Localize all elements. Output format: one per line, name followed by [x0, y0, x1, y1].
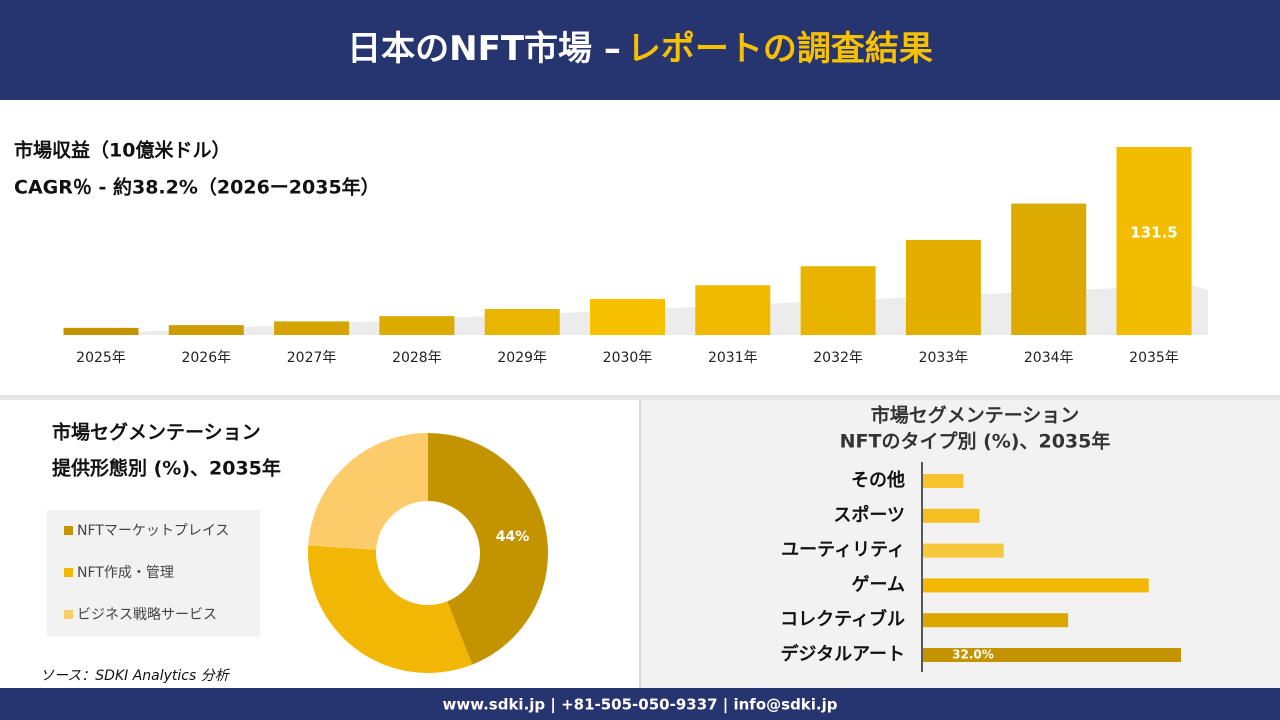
bar	[923, 474, 964, 488]
data-label: 131.5	[1130, 224, 1177, 242]
x-tick-label: 2029年	[497, 350, 547, 366]
chart-title: 市場収益（10億米ドル）	[14, 139, 230, 162]
chart-title: 市場セグメンテーション	[52, 421, 261, 444]
bar	[923, 543, 1004, 558]
donut-slice	[308, 433, 428, 550]
chart-title: 市場セグメンテーション	[871, 404, 1080, 427]
bar	[484, 308, 560, 335]
x-tick-label: 2025年	[76, 350, 126, 366]
header-bar	[0, 0, 1280, 100]
bar	[379, 316, 455, 335]
donut-slice	[308, 545, 473, 674]
bar	[923, 648, 1181, 662]
chart-subtitle: NFTのタイプ別 (%)、2035年	[840, 430, 1111, 453]
x-tick-label: 2030年	[603, 350, 653, 366]
legend-label: NFT作成・管理	[77, 565, 174, 581]
bar	[923, 578, 1149, 593]
bar	[590, 298, 665, 335]
x-tick-label: 2035年	[1129, 350, 1179, 366]
x-tick-label: 2028年	[392, 350, 442, 366]
legend-label: NFTマーケットプレイス	[77, 523, 229, 539]
legend-swatch	[64, 568, 73, 577]
data-label: 32.0%	[952, 648, 994, 662]
header-title: 日本のNFT市場 – レポートの調査結果	[347, 29, 933, 69]
divider	[0, 395, 1280, 400]
title-main: 日本のNFT市場 –	[347, 29, 621, 69]
bar	[923, 508, 980, 523]
bar	[63, 327, 139, 335]
bar	[1116, 147, 1192, 335]
y-tick-label: ユーティリティ	[781, 540, 905, 561]
chart-subtitle: CAGR％ - 約38.2%（2026ー2035年）	[14, 176, 380, 199]
bar	[800, 266, 876, 335]
donut-slice	[428, 433, 549, 665]
data-label: 5	[87, 293, 97, 311]
x-tick-label: 2033年	[919, 350, 969, 366]
bar	[1011, 203, 1087, 335]
legend-label: ビジネス戦略サービス	[77, 607, 217, 623]
panel-divider	[639, 400, 641, 688]
x-tick-label: 2026年	[181, 350, 231, 366]
x-tick-label: 2032年	[813, 350, 863, 366]
bar	[168, 325, 244, 335]
x-tick-label: 2027年	[287, 350, 337, 366]
chart-subtitle: 提供形態別 (%)、2035年	[52, 457, 281, 480]
bar	[923, 613, 1069, 628]
data-label: 44%	[496, 529, 530, 545]
y-tick-label: デジタルアート	[780, 643, 905, 665]
bar	[695, 285, 771, 335]
x-tick-label: 2034年	[1024, 350, 1074, 366]
y-tick-label: ゲーム	[852, 573, 905, 595]
legend-box	[47, 510, 260, 637]
y-tick-label: スポーツ	[833, 504, 905, 526]
bar	[905, 239, 981, 335]
y-tick-label: コレクティブル	[780, 608, 905, 630]
x-tick-label: 2031年	[708, 350, 758, 366]
charts: 市場収益（10億米ドル） CAGR％ - 約38.2%（2026ー2035年） 20…	[14, 139, 1208, 674]
title-highlight: レポートの調査結果	[627, 29, 933, 69]
footer-bar	[0, 688, 1280, 720]
legend-swatch	[64, 610, 73, 619]
y-tick-label: その他	[851, 469, 905, 491]
legend-swatch	[64, 526, 73, 535]
bar	[274, 321, 350, 335]
source-note: ソース：SDKI Analytics 分析	[40, 668, 231, 684]
footer-contact: www.sdki.jp | +81-505-050-9337 | info@sd…	[442, 696, 837, 715]
